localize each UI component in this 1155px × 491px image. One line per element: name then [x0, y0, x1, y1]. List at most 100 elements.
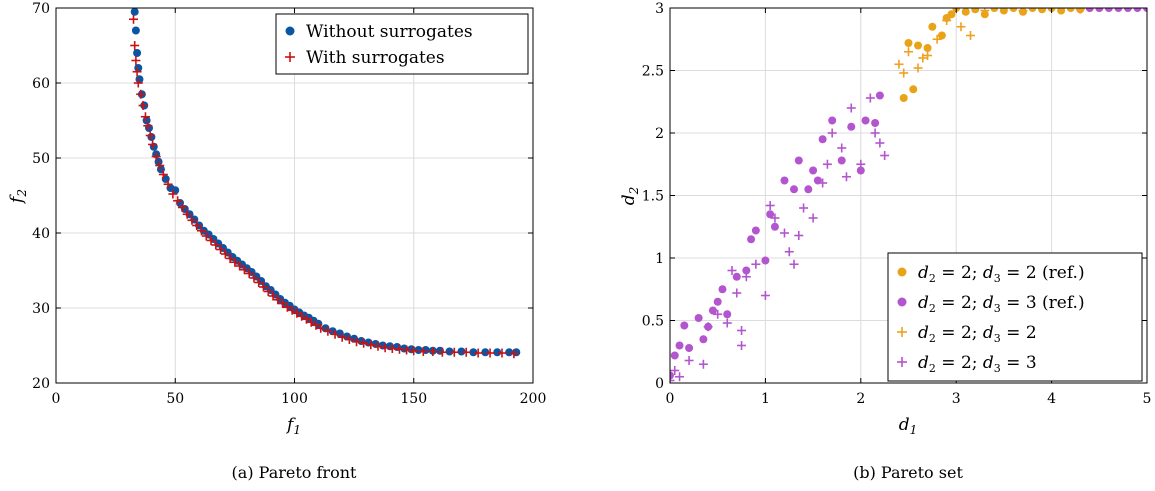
pareto-set-series2-point — [918, 53, 928, 63]
pareto-set-series3-point — [865, 93, 875, 103]
pareto-front-series1-point — [301, 314, 311, 324]
pareto-set-series3-point — [737, 341, 747, 350]
pareto-front-series1-point — [173, 196, 183, 206]
pareto-front-series0-point — [493, 348, 502, 357]
pareto-front-series0-point — [481, 348, 490, 357]
pareto-set-series3-point — [675, 372, 685, 382]
pareto-front-series1-point — [225, 254, 235, 263]
pareto-set-xtick-label: 2 — [856, 391, 865, 407]
pareto-set-series2-point — [1037, 8, 1047, 13]
pareto-front-series0-point — [133, 49, 142, 57]
pareto-set-legend-marker-1 — [897, 297, 907, 307]
pareto-front-series1-point — [273, 295, 283, 305]
pareto-set-series1-point — [723, 310, 732, 319]
pareto-set-series2-point — [956, 22, 966, 32]
pareto-front-series1-point — [263, 287, 273, 296]
pareto-set-series0-point — [947, 10, 956, 19]
pareto-front-ytick-label: 20 — [32, 376, 50, 392]
pareto-front-series1-point — [140, 112, 150, 122]
pareto-front-xtick-label: 200 — [520, 391, 547, 407]
pareto-set-series1-point — [1114, 8, 1123, 12]
pareto-front-series1-point — [437, 347, 447, 357]
pareto-set-series1-point — [861, 116, 870, 125]
pareto-set-series3-point — [789, 259, 799, 269]
pareto-front-series1-point — [323, 326, 333, 336]
pareto-front-series1-point — [485, 348, 495, 358]
pareto-front-series1-point — [151, 152, 161, 161]
pareto-set-series0-point — [1028, 8, 1037, 12]
pareto-front-series1-point — [244, 269, 254, 278]
pareto-set-series2-point — [966, 31, 976, 40]
pareto-set-series0-point — [904, 39, 913, 47]
pareto-front-series0-point — [469, 348, 478, 357]
pareto-set-xtick-label: 3 — [952, 391, 961, 407]
pareto-set-series1-point — [809, 166, 818, 175]
pareto-front-series1-point — [143, 121, 153, 131]
pareto-set-series1-point — [875, 91, 884, 100]
pareto-front-series1-point — [344, 335, 354, 344]
pareto-set-series0-point — [909, 85, 918, 94]
pareto-front-panel: 0 50 100 150 200 20 30 40 50 60 70 f1 f2 Without s… — [7, 1, 546, 482]
pareto-front-series0-point — [445, 347, 454, 356]
pareto-set-series3-point — [727, 266, 737, 275]
pareto-front-series1-point — [163, 179, 173, 189]
pareto-front-ytick-label: 40 — [32, 226, 50, 242]
pareto-front-series1-point — [155, 161, 165, 170]
pareto-set-legend-marker-2 — [897, 327, 907, 337]
pareto-set-series1-point — [766, 210, 775, 219]
pareto-front-series1-point — [133, 78, 143, 88]
pareto-set-series3-point — [741, 272, 751, 282]
pareto-set-series3-point — [841, 172, 851, 182]
pareto-front-series1-point — [130, 41, 140, 50]
pareto-set-series1-point — [818, 135, 827, 144]
pareto-set-series1-point — [694, 314, 703, 322]
pareto-front-series1-point — [168, 189, 178, 199]
pareto-set-series3-point — [837, 143, 847, 153]
pareto-set-series3-point — [737, 326, 747, 335]
pareto-front-series1-point — [131, 56, 141, 65]
pareto-front-legend-box — [275, 13, 529, 75]
pareto-front-series1-point — [239, 265, 249, 275]
pareto-front-legend-label-1: With surrogates — [306, 48, 445, 68]
pareto-set-series2-point — [999, 8, 1009, 13]
pareto-set-ticks: 0 1 2 3 4 5 0 0.5 1 1.5 2 2.5 3 — [642, 1, 1152, 407]
pareto-front-legend: Without surrogates With surrogates — [275, 13, 529, 75]
pareto-front-series1-point — [306, 317, 316, 327]
pareto-front-series1-point — [337, 332, 347, 342]
pareto-front-series1-point — [187, 215, 197, 225]
pareto-set-series0-point — [971, 8, 980, 14]
pareto-front-series1-point — [177, 203, 187, 212]
pareto-set-legend-label-0: d2 = 2; d3 = 2 (ref.) — [918, 263, 1085, 285]
pareto-front-series1-point — [316, 323, 326, 333]
pareto-set-series1-point — [1133, 8, 1142, 12]
pareto-front-series0-point — [147, 133, 156, 141]
pareto-set-series3-point — [784, 247, 794, 257]
pareto-set-series3-point — [751, 259, 761, 269]
pareto-front-legend-marker-1 — [285, 52, 295, 62]
pareto-set-legend-label-3: d2 = 2; d3 = 3 — [918, 353, 1037, 375]
pareto-set-series1-point — [761, 256, 770, 265]
pareto-front-series1-point — [230, 257, 240, 267]
pareto-set-series3-point — [799, 203, 809, 213]
pareto-set-series0-point — [899, 94, 908, 102]
pareto-set-series1-point — [1143, 8, 1147, 12]
pareto-set-panel: 0 1 2 3 4 5 0 0.5 1 1.5 2 2.5 3 d1 d2 d2 = 2; d3 = 2… — [619, 1, 1151, 482]
pareto-set-series2-point — [932, 34, 942, 44]
pareto-set-series1-point — [685, 344, 694, 352]
pareto-set-series3-point — [856, 159, 866, 169]
pareto-front-series1-point — [201, 231, 211, 241]
pareto-set-series1-point — [670, 351, 679, 360]
pareto-set-series1-point — [718, 285, 727, 294]
pareto-set-series3-point — [880, 151, 890, 160]
pareto-set-xtick-label: 1 — [761, 391, 770, 407]
pareto-front-xlabel: f1 — [285, 415, 301, 437]
pareto-set-ytick-label: 3 — [655, 1, 664, 17]
pareto-set-series1-point — [871, 119, 880, 127]
pareto-set-series1-point — [828, 116, 837, 125]
pareto-front-xtick-label: 0 — [52, 391, 61, 407]
pareto-front-series1-point — [148, 140, 158, 149]
pareto-front-series0-point — [142, 116, 151, 125]
pareto-set-series1-point — [699, 335, 708, 344]
pareto-set-series0-point — [914, 41, 923, 50]
pareto-set-xtick-label: 4 — [1047, 391, 1056, 407]
